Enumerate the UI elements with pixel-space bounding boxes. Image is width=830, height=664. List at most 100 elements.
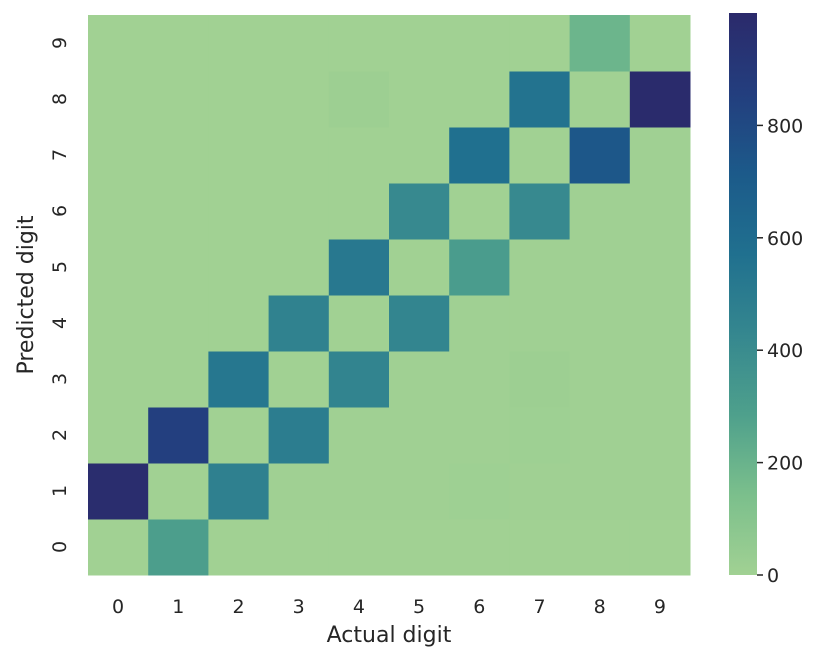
- colorbar-tick-label: 200: [767, 453, 803, 475]
- heatmap-cell-pred0-actual0: [88, 519, 149, 576]
- heatmap-cell-pred6-actual3: [268, 183, 330, 240]
- heatmap-cell-pred6-actual8: [569, 183, 631, 240]
- heatmap-cell-pred6-actual4: [328, 183, 390, 240]
- y-tick-label: 5: [49, 261, 71, 273]
- heatmap-cell-pred7-actual9: [629, 127, 691, 184]
- heatmap-cell-pred1-actual8: [569, 463, 631, 520]
- heatmap-cell-pred9-actual8: [569, 15, 631, 72]
- heatmap-cell-pred6-actual7: [509, 183, 571, 240]
- heatmap-cell-pred2-actual0: [88, 407, 149, 464]
- x-tick-label: 9: [654, 596, 666, 618]
- heatmap-cell-pred2-actual2: [208, 407, 270, 464]
- heatmap-cell-pred1-actual4: [328, 463, 390, 520]
- colorbar-ticks: 0 200 400 600 800: [757, 115, 803, 587]
- heatmap-cell-pred2-actual4: [328, 407, 390, 464]
- y-tick-label: 3: [49, 373, 71, 385]
- heatmap-cell-pred3-actual4: [328, 351, 390, 408]
- y-tick-label: 2: [49, 429, 71, 441]
- heatmap-cell-pred9-actual4: [328, 15, 390, 72]
- heatmap-cell-pred0-actual8: [569, 519, 631, 576]
- heatmap-cell-pred6-actual5: [389, 183, 450, 240]
- heatmap-cell-pred5-actual9: [629, 239, 691, 296]
- heatmap-cell-pred3-actual9: [629, 351, 691, 408]
- heatmap-cell-pred3-actual0: [88, 351, 149, 408]
- heatmap-cell-pred4-actual7: [509, 295, 571, 352]
- heatmap-cell-pred5-actual2: [208, 239, 270, 296]
- x-tick-label: 1: [172, 596, 184, 618]
- heatmap-cell-pred3-actual7: [509, 351, 571, 408]
- heatmap-cell-pred5-actual0: [88, 239, 149, 296]
- x-tick-label: 6: [473, 596, 485, 618]
- heatmap-cell-pred5-actual1: [148, 239, 209, 296]
- heatmap-cell-pred6-actual6: [449, 183, 510, 240]
- heatmap-cell-pred7-actual8: [569, 127, 631, 184]
- heatmap-cell-pred5-actual7: [509, 239, 571, 296]
- heatmap-cell-pred6-actual1: [148, 183, 209, 240]
- heatmap-cell-pred7-actual1: [148, 127, 209, 184]
- heatmap-cell-pred4-actual5: [389, 295, 450, 352]
- colorbar-tick-label: 600: [767, 228, 803, 250]
- heatmap-cell-pred4-actual8: [569, 295, 631, 352]
- colorbar-tick-label: 800: [767, 115, 803, 137]
- heatmap-cell-pred8-actual3: [268, 71, 330, 128]
- x-axis-ticks: 0 1 2 3 4 5 6 7 8 9: [112, 596, 666, 618]
- y-tick-label: 4: [49, 317, 71, 329]
- x-tick-label: 4: [353, 596, 365, 618]
- heatmap-cell-pred9-actual0: [88, 15, 149, 72]
- heatmap-cell-pred2-actual6: [449, 407, 510, 464]
- y-tick-label: 0: [49, 541, 71, 553]
- heatmap-cell-pred7-actual2: [208, 127, 270, 184]
- heatmap-cell-pred7-actual0: [88, 127, 149, 184]
- heatmap-cell-pred5-actual6: [449, 239, 510, 296]
- heatmap-cell-pred0-actual9: [629, 519, 691, 576]
- heatmap-cell-pred9-actual2: [208, 15, 270, 72]
- heatmap-cell-pred2-actual7: [509, 407, 571, 464]
- heatmap-cell-pred2-actual1: [148, 407, 209, 464]
- heatmap-cell-pred5-actual4: [328, 239, 390, 296]
- x-tick-label: 3: [293, 596, 305, 618]
- heatmap-cell-pred3-actual6: [449, 351, 510, 408]
- heatmap-cell-pred3-actual1: [148, 351, 209, 408]
- heatmap-cell-pred2-actual3: [268, 407, 330, 464]
- heatmap-cell-pred4-actual2: [208, 295, 270, 352]
- heatmap-cell-pred8-actual0: [88, 71, 149, 128]
- heatmap-cell-pred4-actual3: [268, 295, 330, 352]
- heatmap-cell-pred8-actual4: [328, 71, 390, 128]
- heatmap-cell-pred1-actual7: [509, 463, 571, 520]
- y-tick-label: 8: [49, 93, 71, 105]
- heatmap-cell-pred5-actual3: [268, 239, 330, 296]
- heatmap-cell-pred7-actual3: [268, 127, 330, 184]
- heatmap-cell-pred5-actual8: [569, 239, 631, 296]
- x-tick-label: 0: [112, 596, 124, 618]
- heatmap-cell-pred8-actual7: [509, 71, 571, 128]
- heatmap-cell-pred5-actual5: [389, 239, 450, 296]
- heatmap-cell-pred9-actual1: [148, 15, 209, 72]
- heatmap-cell-pred3-actual5: [389, 351, 450, 408]
- heatmap-cell-pred6-actual2: [208, 183, 270, 240]
- heatmap-cell-pred1-actual6: [449, 463, 510, 520]
- heatmap-cell-pred9-actual3: [268, 15, 330, 72]
- y-tick-label: 7: [49, 149, 71, 161]
- heatmap-cell-pred6-actual0: [88, 183, 149, 240]
- x-tick-label: 2: [232, 596, 244, 618]
- heatmap-cell-pred8-actual6: [449, 71, 510, 128]
- heatmap-cell-pred3-actual8: [569, 351, 631, 408]
- heatmap-cells: [88, 15, 691, 576]
- colorbar-tick-label: 0: [767, 565, 779, 587]
- colorbar: [729, 13, 757, 575]
- heatmap-cell-pred0-actual4: [328, 519, 390, 576]
- heatmap-cell-pred4-actual4: [328, 295, 390, 352]
- heatmap-cell-pred0-actual3: [268, 519, 330, 576]
- heatmap-cell-pred4-actual1: [148, 295, 209, 352]
- heatmap-cell-pred0-actual7: [509, 519, 571, 576]
- heatmap-cell-pred1-actual1: [148, 463, 209, 520]
- heatmap-cell-pred1-actual0: [88, 463, 149, 520]
- y-tick-label: 1: [49, 485, 71, 497]
- heatmap-cell-pred0-actual1: [148, 519, 209, 576]
- x-tick-label: 7: [533, 596, 545, 618]
- heatmap-cell-pred8-actual2: [208, 71, 270, 128]
- y-tick-label: 9: [49, 37, 71, 49]
- heatmap-cell-pred6-actual9: [629, 183, 691, 240]
- heatmap-cell-pred2-actual9: [629, 407, 691, 464]
- heatmap-cell-pred1-actual2: [208, 463, 270, 520]
